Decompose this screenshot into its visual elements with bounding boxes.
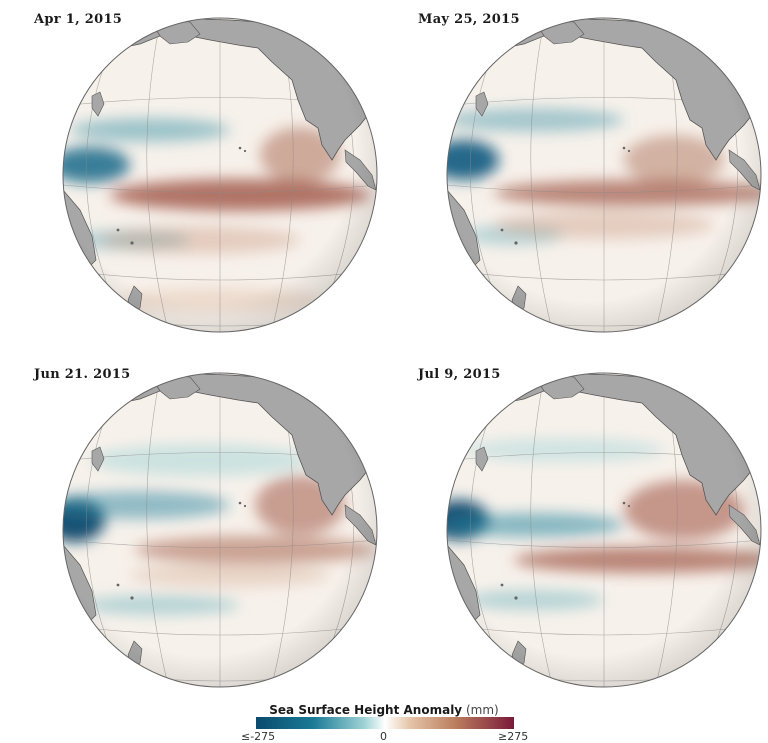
colorbar-min-label: ≤-275 [241,730,276,743]
colorbar-max-label: ≥275 [498,730,529,743]
globe-panel-jun-21: Jun 21. 2015 [0,355,384,710]
colorbar-title-text: Sea Surface Height Anomaly [269,703,463,717]
globe-panel-may-25: May 25, 2015 [384,0,768,355]
globe-panel-apr-1: Apr 1, 2015 [0,0,384,355]
panel-date-label: Apr 1, 2015 [34,12,123,27]
colorbar-unit: (mm) [465,703,499,717]
panel-date-label: May 25, 2015 [418,12,520,27]
colorbar-mid-label: 0 [380,730,387,743]
globe-map [446,372,762,688]
panel-date-label: Jul 9, 2015 [418,367,501,382]
globe-panel-jul-9: Jul 9, 2015 [384,355,768,710]
globe-map [62,17,378,333]
panel-date-label: Jun 21. 2015 [34,367,131,382]
colorbar-gradient [256,717,514,729]
colorbar-title: Sea Surface Height Anomaly (mm) [0,703,768,717]
globe-map [62,372,378,688]
globe-map [446,17,762,333]
